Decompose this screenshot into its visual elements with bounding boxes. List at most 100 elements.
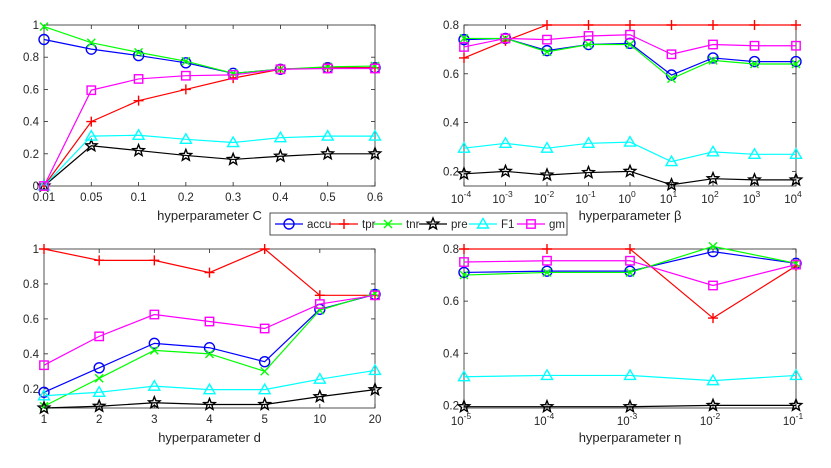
data-point-gm xyxy=(370,63,380,74)
data-point-tpr xyxy=(791,20,801,30)
chart-panel-beta: 0.2 0.4 0.6 0.8 10-4 10-3 10-2 10-1 100 101 102 103… xyxy=(443,20,804,223)
data-point-gm xyxy=(314,299,325,309)
data-point-f1 xyxy=(457,369,471,382)
data-point-pre xyxy=(580,164,597,179)
series-line-gm xyxy=(43,294,376,366)
series-line-accu xyxy=(463,251,797,274)
data-point-gm xyxy=(666,49,677,60)
data-point-f1 xyxy=(623,135,637,147)
data-point-pre xyxy=(456,165,472,181)
series-line-pre xyxy=(43,389,376,409)
y-tick-label: 0.2 xyxy=(23,384,39,396)
data-point-gm xyxy=(322,63,333,74)
data-point-f1 xyxy=(368,363,382,376)
data-point-f1 xyxy=(623,368,637,381)
x-axis-label: hyperparameter η xyxy=(579,430,682,445)
legend: accu tpr tnr pre F1 gm xyxy=(269,212,568,236)
data-point-accu xyxy=(707,52,719,64)
data-point-tpr xyxy=(583,20,594,30)
data-point-tnr xyxy=(708,241,718,251)
y-tick-label: 0.8 xyxy=(443,20,459,32)
data-point-tpr xyxy=(459,52,469,63)
data-point-f1 xyxy=(747,147,762,159)
x-tick-label: 10-3 xyxy=(492,189,513,206)
data-point-tpr xyxy=(86,116,97,127)
data-point-tnr xyxy=(86,38,96,48)
data-point-f1 xyxy=(706,144,720,157)
data-point-tpr xyxy=(94,255,105,266)
data-point-f1 xyxy=(92,385,106,397)
data-point-tnr xyxy=(584,40,593,50)
legend-box xyxy=(269,212,568,236)
y-tick-label: 0.2 xyxy=(443,400,459,412)
x-tick-label: 10-2 xyxy=(534,189,555,206)
y-tick-label: 0 xyxy=(33,181,39,193)
data-point-pre xyxy=(257,396,273,411)
data-point-tnr xyxy=(39,22,49,32)
y-tick-label: 0.2 xyxy=(443,166,459,178)
data-point-pre xyxy=(83,137,99,153)
data-point-pre xyxy=(622,163,638,178)
data-point-pre xyxy=(225,151,241,166)
y-tick-label: 0.4 xyxy=(443,118,460,130)
data-point-tpr xyxy=(204,267,215,278)
data-point-gm xyxy=(459,42,469,52)
data-point-tnr xyxy=(459,33,469,43)
legend-marker-pre xyxy=(425,216,441,231)
x-tick-label: 10-4 xyxy=(534,411,555,428)
data-point-tpr xyxy=(749,20,760,30)
data-point-f1 xyxy=(321,129,335,141)
data-point-tpr xyxy=(625,244,635,254)
data-point-pre xyxy=(497,163,514,178)
data-point-pre xyxy=(272,148,288,163)
data-point-gm xyxy=(259,323,270,334)
x-tick-label: 1 xyxy=(41,414,47,426)
data-point-tpr xyxy=(180,84,191,95)
data-point-tpr xyxy=(259,244,270,254)
data-point-f1 xyxy=(706,373,720,386)
legend-marker-accu xyxy=(283,218,295,230)
data-point-gm xyxy=(228,70,239,80)
data-point-gm xyxy=(459,257,469,267)
data-point-gm xyxy=(149,309,160,320)
data-point-pre xyxy=(367,381,383,397)
data-point-f1 xyxy=(789,147,803,159)
x-tick-label: 0.3 xyxy=(225,192,241,204)
data-point-gm xyxy=(542,255,552,266)
x-tick-label: 4 xyxy=(206,414,213,426)
data-point-accu xyxy=(203,342,216,354)
data-point-pre xyxy=(131,142,147,157)
data-point-f1 xyxy=(789,368,803,381)
data-point-f1 xyxy=(131,128,146,140)
series-line-pre xyxy=(463,170,796,186)
data-point-gm xyxy=(583,31,594,41)
y-tick-label: 0.8 xyxy=(23,52,39,64)
data-point-f1 xyxy=(257,382,272,395)
legend-label: pre xyxy=(451,219,468,231)
data-point-tnr xyxy=(181,56,191,66)
data-point-gm xyxy=(39,181,49,191)
data-point-gm xyxy=(542,34,552,45)
legend-label: tnr xyxy=(406,219,420,231)
data-point-pre xyxy=(746,171,763,187)
data-point-accu xyxy=(132,49,145,62)
x-tick-label: 20 xyxy=(369,414,382,426)
axes-box xyxy=(43,24,376,187)
data-point-f1 xyxy=(457,141,471,153)
data-point-f1 xyxy=(273,130,288,143)
y-tick-label: 0.6 xyxy=(443,69,459,81)
series-line-f1 xyxy=(43,134,375,187)
data-point-gm xyxy=(94,331,105,342)
data-point-gm xyxy=(625,255,635,266)
series-line-gm xyxy=(463,260,797,287)
x-tick-label: 0.2 xyxy=(178,192,194,204)
data-point-tnr xyxy=(459,270,469,280)
data-point-accu xyxy=(458,266,470,279)
data-point-tpr xyxy=(314,290,325,301)
x-tick-label: 101 xyxy=(660,189,678,206)
y-tick-label: 0.4 xyxy=(23,117,40,129)
y-tick-label: 1 xyxy=(33,244,39,256)
data-point-pre xyxy=(456,398,472,414)
x-tick-label: 0.6 xyxy=(367,192,383,204)
